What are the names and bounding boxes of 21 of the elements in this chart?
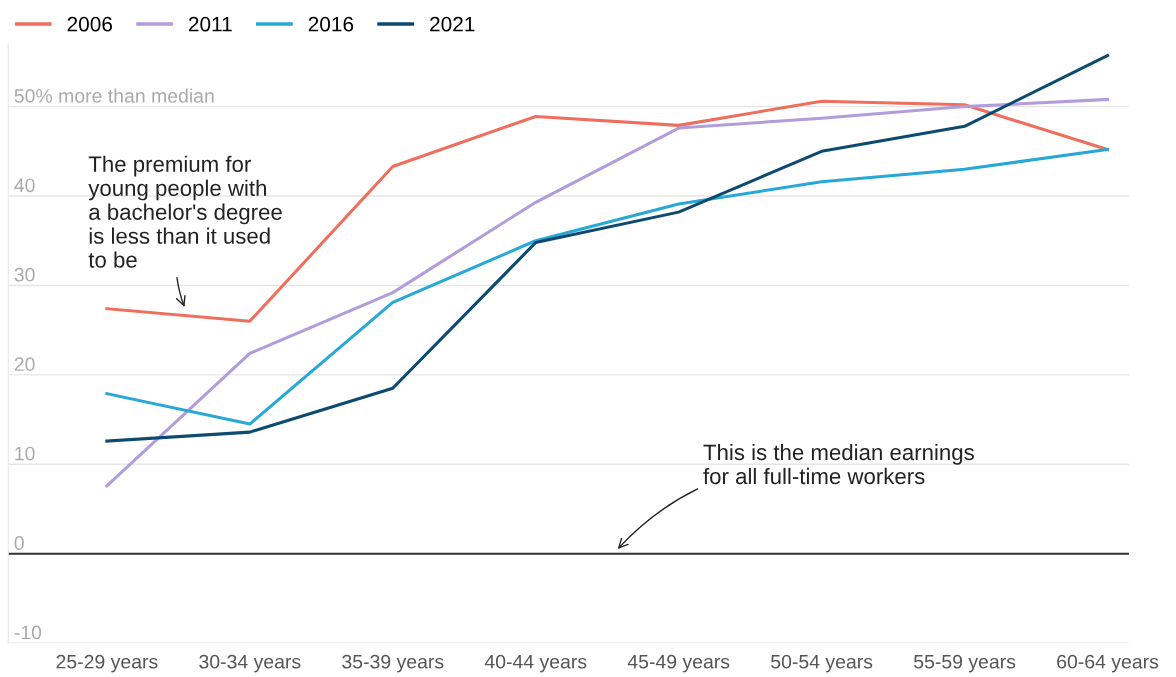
x-tick-label: 35-39 years [342,654,444,673]
y-tick-label: 50% more than median [14,88,214,103]
y-tick-label: 20 [14,357,35,372]
y-tick-label: 0 [14,536,24,550]
x-tick-label: 60-64 years [1057,654,1159,673]
x-tick-label: 40-44 years [484,654,587,673]
y-tick-label: 40 [14,178,35,193]
y-tick-label: -10 [14,625,42,640]
legend-label: 2016 [308,16,354,32]
x-tick-label: 25-29 years [56,654,158,673]
x-tick-label: 50-54 years [771,654,873,673]
legend-label: 2006 [67,16,112,32]
y-tick-label: 10 [15,446,35,461]
legend-label: 2011 [188,16,232,32]
x-tick-label: 30-34 years [199,654,301,673]
x-tick-label: 55-59 years [914,654,1016,673]
x-tick-label: 45-49 years [627,654,730,673]
annotation: The premium for young people with a bachelor's degree is less than it used to be [88,155,282,268]
y-tick-label: 30 [14,267,35,282]
annotation: This is the median earnings for all full-time workers [703,443,974,485]
legend-label: 2021 [430,16,475,32]
